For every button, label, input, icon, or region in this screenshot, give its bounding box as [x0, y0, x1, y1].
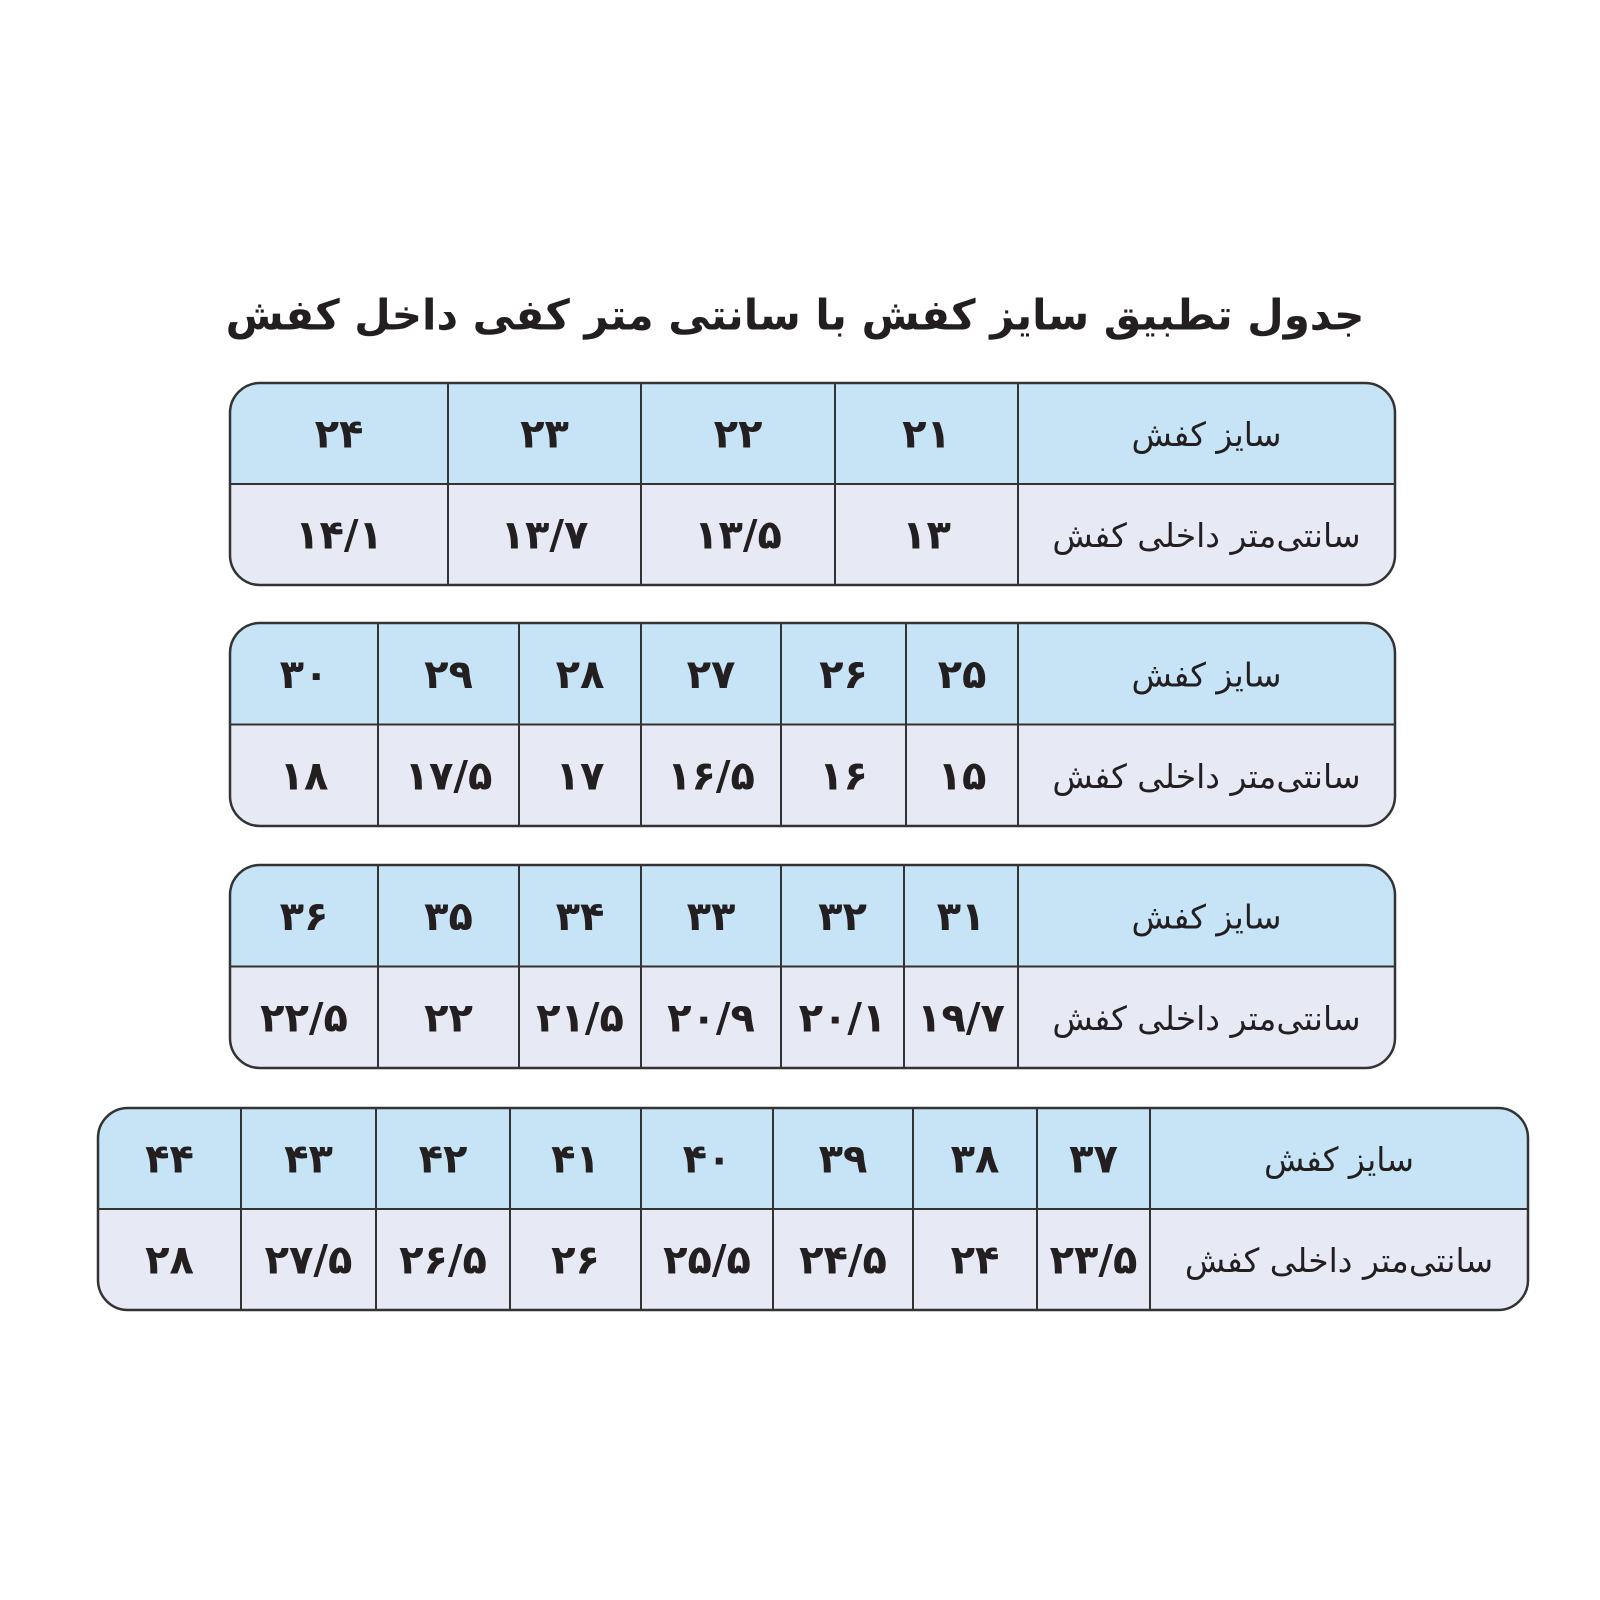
- cell: ۴۰: [683, 1137, 732, 1183]
- cell: ۳۶: [280, 894, 329, 940]
- row-label: سانتی‌متر داخلی کفش: [1185, 1241, 1493, 1280]
- cell: ۳۱: [937, 894, 986, 940]
- cell: ۳۲: [818, 894, 867, 940]
- table-border: [228, 381, 1397, 587]
- table-border: [228, 863, 1397, 1070]
- cell: ۴۳: [284, 1137, 333, 1183]
- cell: ۱۸: [280, 753, 329, 799]
- cell: ۲۰/۹: [667, 995, 755, 1041]
- cell: ۲۳: [520, 412, 569, 458]
- cell: ۱۷: [556, 753, 605, 799]
- cell: ۳۹: [819, 1137, 868, 1183]
- header-bg: [230, 383, 1395, 484]
- header-bg: [230, 623, 1395, 725]
- cell: ۲۲/۵: [260, 995, 348, 1041]
- row-bg: [230, 724, 1395, 826]
- cell: ۴۴: [145, 1137, 194, 1183]
- cell: ۲۷: [687, 652, 736, 698]
- cell: ۲۷/۵: [265, 1238, 353, 1284]
- table-border: [96, 1106, 1530, 1312]
- row-label: سانتی‌متر داخلی کفش: [1052, 757, 1360, 796]
- header-bg: [230, 865, 1395, 967]
- cell: ۳۴: [556, 894, 605, 940]
- cell: ۲۲: [424, 995, 473, 1041]
- cell: ۲۲: [714, 412, 763, 458]
- row-label: سانتی‌متر داخلی کفش: [1052, 999, 1360, 1038]
- cell: ۳۸: [951, 1137, 1000, 1183]
- cell: ۲۴: [315, 412, 364, 458]
- row-bg: [230, 966, 1395, 1068]
- row-label: سانتی‌متر داخلی کفش: [1052, 516, 1360, 555]
- cell: ۱۷/۵: [405, 753, 493, 799]
- cell: ۳۷: [1069, 1137, 1118, 1183]
- cell: ۲۶: [551, 1238, 600, 1284]
- table: [230, 383, 1395, 585]
- cell: ۲۹: [424, 652, 473, 698]
- cell: ۳۰: [280, 652, 329, 698]
- cell: ۱۴/۱: [295, 513, 383, 559]
- cell: ۳۳: [687, 894, 736, 940]
- cell: ۲۴/۵: [799, 1238, 887, 1284]
- cell: ۱۶/۵: [667, 753, 755, 799]
- cell: ۱۳: [902, 513, 951, 559]
- cell: ۲۰/۱: [799, 995, 887, 1041]
- cell: ۱۵: [938, 753, 987, 799]
- cell: ۲۳/۵: [1050, 1238, 1138, 1284]
- table: [230, 623, 1395, 826]
- cell: ۲۴: [951, 1238, 1000, 1284]
- header-bg: [98, 1108, 1528, 1209]
- cell: ۲۵/۵: [663, 1238, 751, 1284]
- row-label: سایز کفش: [1264, 1140, 1414, 1179]
- table: [98, 1108, 1528, 1310]
- cell: ۴۲: [419, 1137, 468, 1183]
- cell: ۲۱/۵: [536, 995, 624, 1041]
- table-border: [228, 621, 1397, 828]
- title: جدول تطبیق سایز کفش با سانتی متر کفی داخ…: [226, 291, 1365, 341]
- row-label: سایز کفش: [1131, 415, 1281, 454]
- row-label: سایز کفش: [1131, 897, 1281, 936]
- cell: ۱۹/۷: [917, 995, 1005, 1041]
- table: [230, 865, 1395, 1068]
- row-bg: [98, 1209, 1528, 1310]
- cell: ۲۶: [819, 652, 868, 698]
- cell: ۴۱: [551, 1137, 600, 1183]
- cell: ۲۱: [902, 412, 951, 458]
- cell: ۲۵: [938, 652, 987, 698]
- cell: ۱۳/۷: [501, 513, 589, 559]
- cell: ۱۶: [819, 753, 868, 799]
- row-bg: [230, 484, 1395, 585]
- cell: ۳۵: [424, 894, 473, 940]
- cell: ۲۶/۵: [399, 1238, 487, 1284]
- cell: ۲۸: [145, 1238, 194, 1284]
- row-label: سایز کفش: [1131, 655, 1281, 694]
- cell: ۱۳/۵: [694, 513, 782, 559]
- cell: ۲۸: [556, 652, 605, 698]
